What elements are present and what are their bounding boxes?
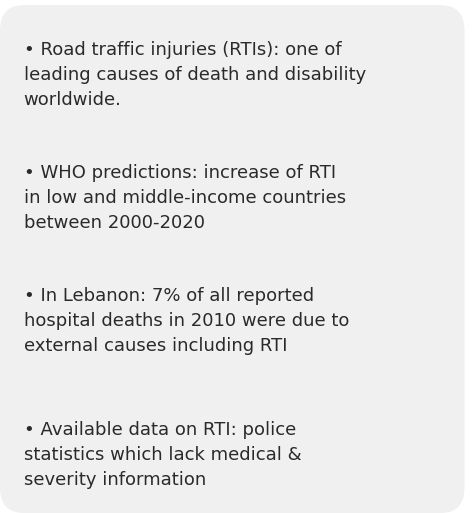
Text: • Road traffic injuries (RTIs): one of
leading causes of death and disability
wo: • Road traffic injuries (RTIs): one of l… <box>24 41 366 109</box>
FancyBboxPatch shape <box>0 5 465 513</box>
Text: • WHO predictions: increase of RTI
in low and middle-income countries
between 20: • WHO predictions: increase of RTI in lo… <box>24 164 346 232</box>
Text: • In Lebanon: 7% of all reported
hospital deaths in 2010 were due to
external ca: • In Lebanon: 7% of all reported hospita… <box>24 287 349 356</box>
Text: • Available data on RTI: police
statistics which lack medical &
severity informa: • Available data on RTI: police statisti… <box>24 421 301 489</box>
